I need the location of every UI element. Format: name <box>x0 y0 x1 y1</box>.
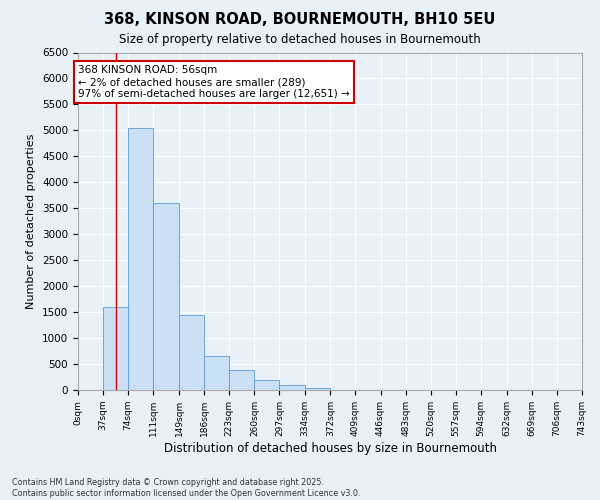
Bar <box>280 385 305 390</box>
Bar <box>204 356 229 390</box>
Y-axis label: Number of detached properties: Number of detached properties <box>26 134 37 309</box>
X-axis label: Distribution of detached houses by size in Bournemouth: Distribution of detached houses by size … <box>163 442 497 454</box>
Bar <box>305 388 331 390</box>
Text: 368, KINSON ROAD, BOURNEMOUTH, BH10 5EU: 368, KINSON ROAD, BOURNEMOUTH, BH10 5EU <box>104 12 496 28</box>
Bar <box>254 380 280 390</box>
Bar <box>103 307 128 390</box>
Text: 368 KINSON ROAD: 56sqm
← 2% of detached houses are smaller (289)
97% of semi-det: 368 KINSON ROAD: 56sqm ← 2% of detached … <box>78 66 350 98</box>
Text: Contains HM Land Registry data © Crown copyright and database right 2025.
Contai: Contains HM Land Registry data © Crown c… <box>12 478 361 498</box>
Bar <box>229 370 254 390</box>
Bar <box>153 203 179 390</box>
Bar <box>179 314 204 390</box>
Bar <box>128 128 153 390</box>
Text: Size of property relative to detached houses in Bournemouth: Size of property relative to detached ho… <box>119 32 481 46</box>
